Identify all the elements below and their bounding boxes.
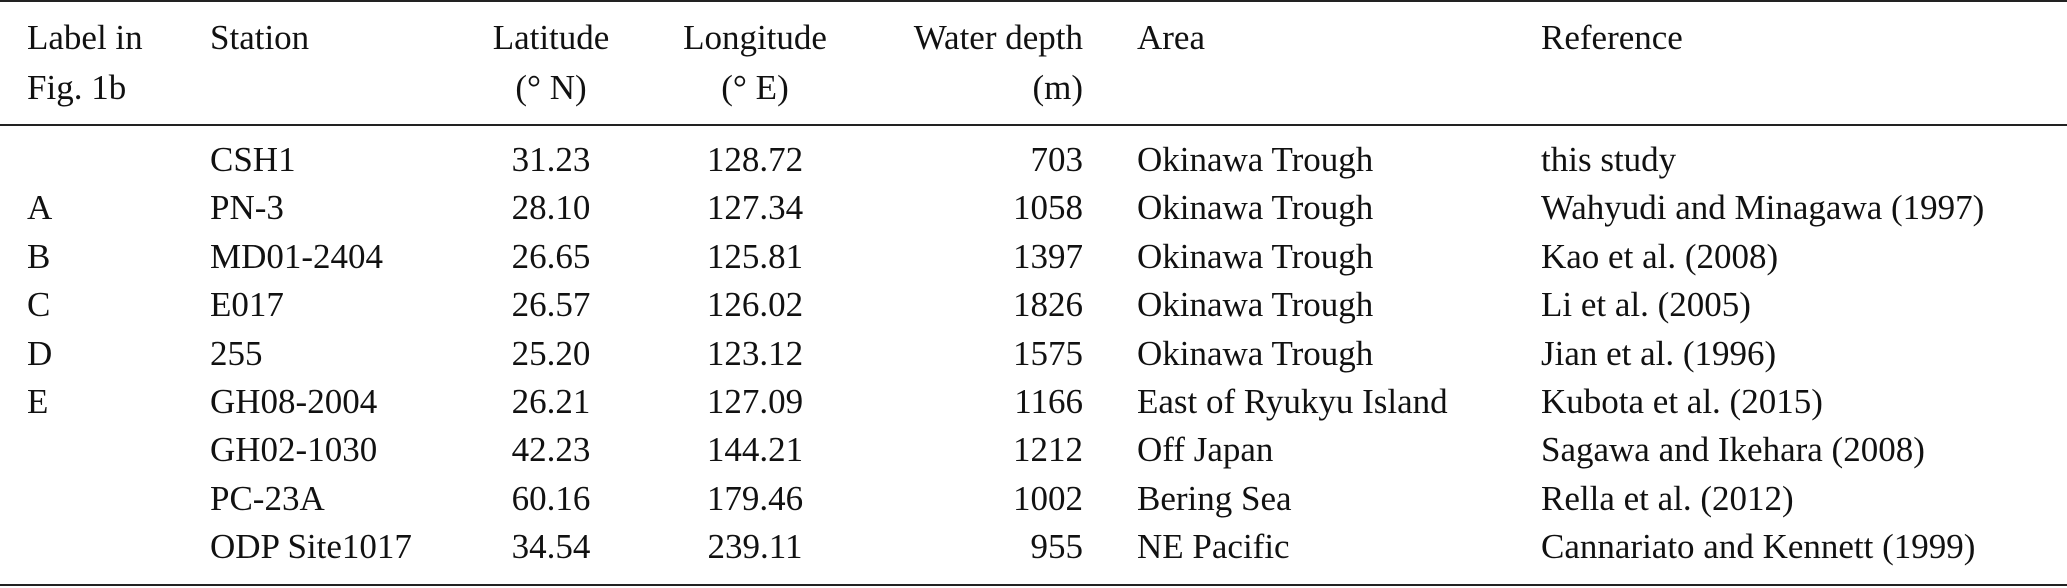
table-row: A PN-3 28.10 127.34 1058 Okinawa Trough Wahyud… — [0, 184, 2067, 232]
reference-cell: Kubota et al. (2015) — [1541, 382, 1823, 421]
header-rule — [0, 124, 2067, 126]
station-cell: MD01-2404 — [210, 236, 384, 276]
reference-cell: Rella et al. (2012) — [1541, 478, 1794, 518]
header-station: Station — [210, 18, 310, 57]
area-cell: Okinawa Trough — [1137, 188, 1374, 228]
latitude-cell: 42.23 — [511, 430, 591, 470]
latitude-cell: 31.23 — [511, 140, 591, 179]
bottom-rule — [0, 584, 2067, 586]
longitude-cell: 125.81 — [706, 236, 804, 276]
table-row: GH02-1030 42.23 144.21 1212 Off Japan Sagawa … — [0, 426, 2067, 474]
reference-cell: Cannariato and Kennett (1999) — [1541, 527, 1976, 567]
latitude-cell: 34.54 — [511, 527, 591, 567]
longitude-cell: 126.02 — [706, 285, 804, 325]
longitude-cell: 128.72 — [706, 140, 804, 179]
area-cell: Off Japan — [1137, 430, 1274, 470]
longitude-cell: 144.21 — [706, 430, 804, 470]
latitude-cell: 26.57 — [511, 285, 591, 325]
latitude-cell: 60.16 — [511, 478, 591, 518]
row-label: E — [27, 382, 49, 421]
row-label: A — [27, 188, 53, 228]
latitude-cell: 25.20 — [511, 333, 591, 373]
longitude-cell: 179.46 — [706, 478, 804, 518]
area-cell: Okinawa Trough — [1137, 236, 1374, 276]
water-depth-cell: 703 — [1030, 140, 1084, 179]
row-label: D — [27, 333, 53, 373]
longitude-cell: 127.34 — [706, 188, 804, 228]
longitude-cell: 127.09 — [706, 382, 804, 421]
reference-cell: this study — [1541, 140, 1677, 179]
header-water-depth: Water depth (m) — [913, 18, 1083, 107]
water-depth-cell: 1212 — [1013, 430, 1083, 470]
water-depth-cell: 1397 — [1013, 236, 1083, 276]
table-row: PC-23A 60.16 179.46 1002 Bering Sea Rella et … — [0, 475, 2067, 523]
row-label: B — [27, 236, 51, 276]
area-cell: NE Pacific — [1137, 527, 1290, 567]
station-cell: GH02-1030 — [210, 430, 378, 470]
header-longitude: Longitude (° E) — [683, 18, 827, 107]
row-label: C — [27, 285, 51, 325]
table-row: CSH1 31.23 128.72 703 Okinawa Trough this stu… — [0, 136, 2067, 184]
reference-cell: Li et al. (2005) — [1541, 285, 1751, 325]
reference-cell: Sagawa and Ikehara (2008) — [1541, 430, 1925, 470]
latitude-cell: 28.10 — [511, 188, 591, 228]
station-cell: GH08-2004 — [210, 382, 378, 421]
area-cell: Okinawa Trough — [1137, 140, 1374, 179]
station-cell: PN-3 — [210, 188, 284, 228]
reference-cell: Wahyudi and Minagawa (1997) — [1541, 188, 1985, 228]
table-row: B MD01-2404 26.65 125.81 1397 Okinawa Trough K… — [0, 233, 2067, 281]
top-rule — [0, 0, 2067, 2]
longitude-cell: 123.12 — [706, 333, 804, 373]
header-reference: Reference — [1541, 18, 1683, 57]
latitude-cell: 26.21 — [511, 382, 591, 421]
latitude-cell: 26.65 — [511, 236, 591, 276]
area-cell: Okinawa Trough — [1137, 333, 1374, 373]
station-cell: CSH1 — [210, 140, 296, 179]
water-depth-cell: 1575 — [1013, 333, 1083, 373]
station-cell: 255 — [210, 333, 263, 373]
header-area: Area — [1137, 18, 1206, 57]
header-latitude: Latitude (° N) — [492, 18, 610, 107]
water-depth-cell: 1002 — [1013, 478, 1083, 518]
reference-cell: Jian et al. (1996) — [1541, 333, 1777, 373]
water-depth-cell: 1058 — [1013, 188, 1083, 228]
table-row: ODP Site1017 34.54 239.11 955 NE Pacific Cann… — [0, 523, 2067, 571]
water-depth-cell: 1166 — [1014, 382, 1083, 421]
table-row: C E017 26.57 126.02 1826 Okinawa Trough Li et … — [0, 281, 2067, 329]
area-cell: Bering Sea — [1137, 478, 1292, 518]
reference-cell: Kao et al. (2008) — [1541, 236, 1779, 276]
area-cell: East of Ryukyu Island — [1137, 382, 1448, 421]
station-cell: E017 — [210, 285, 284, 325]
water-depth-cell: 955 — [1030, 527, 1084, 567]
longitude-cell: 239.11 — [707, 527, 803, 567]
area-cell: Okinawa Trough — [1137, 285, 1374, 325]
station-cell: PC-23A — [210, 478, 325, 518]
table-row: D 255 25.20 123.12 1575 Okinawa Trough Jian et… — [0, 330, 2067, 378]
station-cell: ODP Site1017 — [210, 527, 412, 567]
water-depth-cell: 1826 — [1013, 285, 1083, 325]
table-row: E GH08-2004 26.21 127.09 1166 East of Ryukyu … — [0, 378, 2067, 426]
header-label-in-fig: Label in Fig. 1b — [27, 18, 143, 107]
